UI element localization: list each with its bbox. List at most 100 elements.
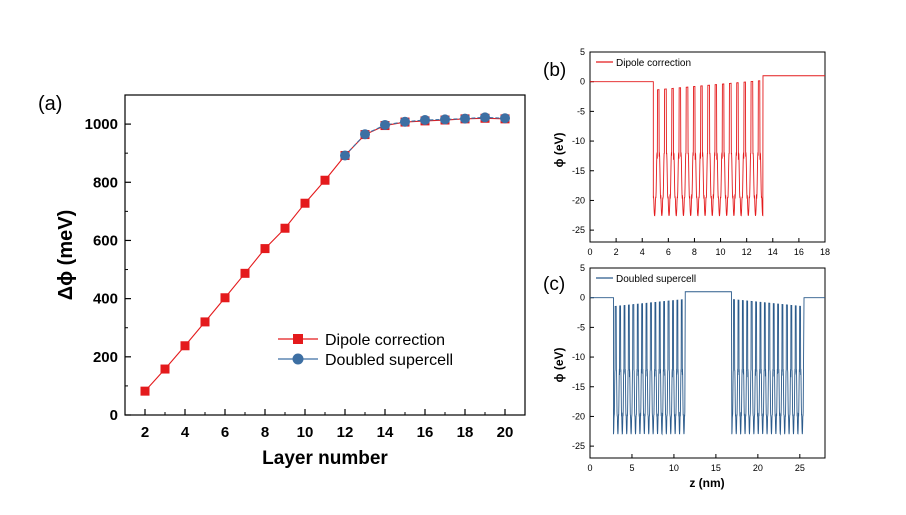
y-tick-label: 0 (110, 407, 118, 424)
x-tick-label: 18 (457, 424, 474, 441)
data-point-doubled (400, 116, 410, 127)
potential-curve-doubled (590, 291, 825, 436)
data-point-doubled (340, 150, 350, 161)
data-point-doubled (460, 113, 470, 124)
y-tick-label: 200 (93, 349, 118, 366)
data-point-doubled (420, 115, 430, 126)
x-tick-label: 6 (221, 424, 229, 441)
x-tick-label: 2 (141, 424, 149, 441)
panel-b-x-ticks: 0 2 4 6 8 10 12 14 16 18 (587, 238, 830, 257)
panel-b-y-axis-title: ϕ (eV) (552, 132, 566, 167)
panel-c-x-ticks: 0 5 10 15 20 25 (587, 454, 805, 473)
y-tick-label: -20 (572, 195, 585, 205)
x-tick-label: 16 (794, 247, 804, 257)
panel-b-legend-label: Dipole correction (616, 58, 691, 69)
series-line-dipole (144, 117, 506, 392)
panel-b-curve (590, 75, 825, 217)
x-tick-label: 0 (587, 463, 592, 473)
x-tick-label: 16 (417, 424, 434, 441)
y-tick-label: 0 (580, 77, 585, 87)
data-point-doubled (500, 113, 510, 124)
panel-a-legend: Dipole correction Doubled supercell (278, 332, 453, 369)
data-point-dipole (140, 386, 150, 396)
panel-a-y-axis-title: Δϕ (meV) (55, 210, 77, 301)
panel-c-x-axis-title: z (nm) (689, 476, 724, 490)
data-point-doubled (380, 119, 390, 130)
y-tick-label: 5 (580, 263, 585, 273)
panel-c-legend: Doubled supercell (596, 274, 696, 285)
panel-c-legend-label: Doubled supercell (616, 274, 696, 285)
y-tick-label: 0 (580, 293, 585, 303)
panel-a-x-ticks: 2 4 6 8 10 12 14 16 18 20 (141, 409, 514, 441)
y-tick-label: -25 (572, 441, 585, 451)
x-tick-label: 0 (587, 247, 592, 257)
x-tick-label: 8 (692, 247, 697, 257)
x-tick-label: 14 (377, 424, 394, 441)
data-point-doubled (440, 114, 450, 125)
data-point-dipole (300, 198, 310, 208)
x-tick-label: 4 (181, 424, 190, 441)
data-point-dipole (280, 223, 290, 233)
panel-c-curve (590, 291, 825, 436)
data-point-dipole (320, 175, 330, 185)
x-tick-label: 10 (716, 247, 726, 257)
panel-c-plot-frame (589, 267, 826, 459)
x-tick-label: 25 (795, 463, 805, 473)
x-tick-label: 2 (614, 247, 619, 257)
x-tick-label: 20 (753, 463, 763, 473)
panel-c-label: (c) (543, 274, 565, 295)
x-tick-label: 4 (640, 247, 645, 257)
x-tick-label: 12 (337, 424, 354, 441)
data-point-dipole (180, 341, 190, 351)
x-tick-label: 18 (820, 247, 830, 257)
y-tick-label: 800 (93, 174, 118, 191)
x-tick-label: 10 (297, 424, 314, 441)
panel-c-doubled-potential: (c) 0 5 10 15 20 25 5 0 -5 -10 -15 -20 -25 z (nm) ϕ… (543, 263, 826, 490)
y-tick-label: 600 (93, 232, 118, 249)
x-tick-label: 10 (669, 463, 679, 473)
y-tick-label: -15 (572, 382, 585, 392)
y-tick-label: 400 (93, 291, 118, 308)
x-tick-label: 5 (629, 463, 634, 473)
data-point-dipole (220, 293, 230, 303)
legend-label-dipole: Dipole correction (325, 332, 445, 349)
data-point-dipole (260, 244, 270, 254)
data-point-dipole (160, 364, 170, 374)
x-tick-label: 14 (768, 247, 778, 257)
data-point-doubled (480, 112, 490, 123)
y-tick-label: -25 (572, 225, 585, 235)
panel-a-label: (a) (38, 93, 62, 115)
y-tick-label: -15 (572, 166, 585, 176)
legend-marker-square (293, 334, 303, 344)
panel-b-y-ticks: 5 0 -5 -10 -15 -20 -25 (572, 47, 594, 235)
x-tick-label: 20 (497, 424, 514, 441)
panel-b-label: (b) (543, 60, 566, 81)
data-point-dipole (200, 317, 210, 327)
data-point-dipole (240, 268, 250, 278)
panel-c-y-ticks: 5 0 -5 -10 -15 -20 -25 (572, 263, 594, 451)
potential-curve-dipole (590, 75, 825, 217)
panel-c-y-axis-title: ϕ (eV) (552, 347, 566, 382)
y-tick-label: -10 (572, 136, 585, 146)
panel-a-y-ticks: 0 200 400 600 800 1000 (85, 116, 131, 424)
x-tick-label: 15 (711, 463, 721, 473)
y-tick-label: 5 (580, 47, 585, 57)
legend-marker-circle (292, 353, 304, 365)
panel-a-main-chart: (a) 2 4 6 8 10 12 14 16 18 20 0 200 400 600 800 1000 L… (38, 93, 526, 469)
panel-a-series-lines (144, 116, 506, 392)
panel-a-x-axis-title: Layer number (262, 448, 388, 469)
y-tick-label: -10 (572, 352, 585, 362)
panel-b-legend: Dipole correction (596, 58, 691, 69)
x-tick-label: 12 (742, 247, 752, 257)
y-tick-label: -5 (577, 322, 585, 332)
data-point-doubled (360, 129, 370, 140)
panel-b-plot-frame (589, 51, 826, 243)
panel-a-series-markers (140, 112, 510, 396)
x-tick-label: 8 (261, 424, 269, 441)
y-tick-label: -20 (572, 411, 585, 421)
y-tick-label: -5 (577, 106, 585, 116)
panel-b-dipole-potential: (b) 0 2 4 6 8 10 12 14 16 18 5 0 -5 -10 -15 -20 -25 ϕ (… (543, 47, 830, 257)
y-tick-label: 1000 (85, 116, 118, 133)
x-tick-label: 6 (666, 247, 671, 257)
